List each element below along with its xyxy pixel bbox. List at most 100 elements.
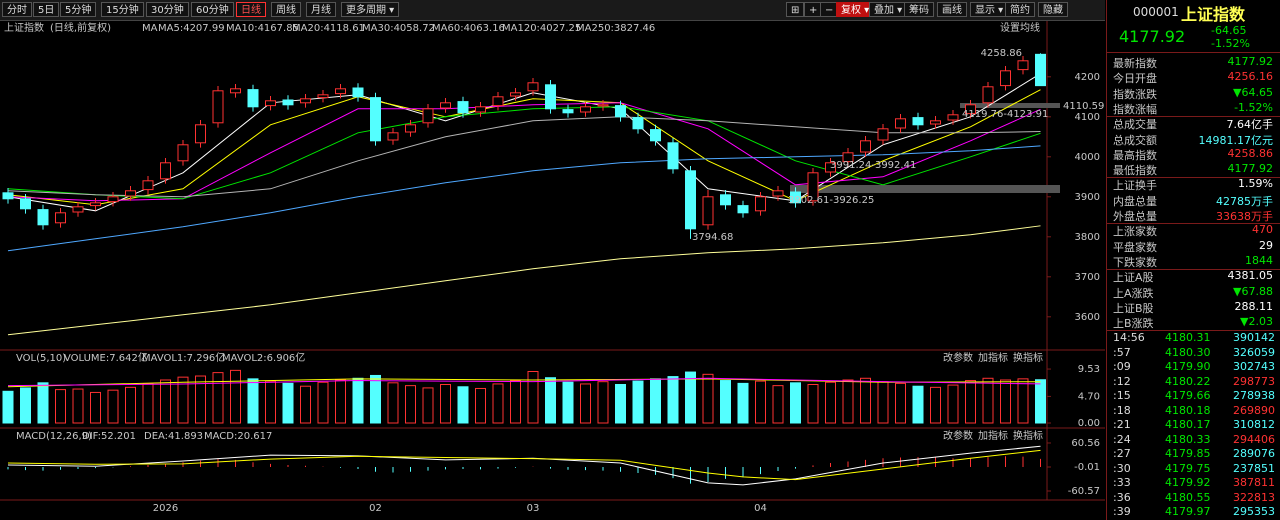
candle-body (510, 92, 521, 97)
candle-body (650, 129, 661, 142)
stock-code: 000001 (1133, 5, 1179, 19)
gap-band (790, 185, 1060, 193)
quote-value: 1.59% (1238, 177, 1273, 191)
volume-bar (440, 384, 451, 424)
tool-button[interactable]: 复权 (836, 2, 875, 17)
volume-bar (1000, 379, 1011, 424)
quote-label: 上A涨跌 (1113, 286, 1154, 300)
indicator-line (7, 225, 1041, 336)
tool-button[interactable]: 隐藏 (1038, 2, 1068, 17)
tool-button[interactable]: 叠加 (869, 2, 908, 17)
tick-price: 4180.33 (1165, 432, 1211, 446)
icon-button[interactable]: ⊞ (786, 2, 805, 17)
period-button[interactable]: 30分钟 (146, 2, 189, 17)
quote-label: 外盘总量 (1113, 210, 1157, 223)
annotation: 3991.24-3992.41 (830, 160, 916, 171)
indicator-label: MAVOL1:7.296亿 (142, 351, 225, 364)
candle-body (807, 172, 819, 202)
toolbar: ⊞ + − 分时5日5分钟15分钟30分钟60分钟日线周线月线更多周期复权叠加筹… (0, 0, 1105, 21)
candle-body (317, 94, 329, 99)
volume-bar (527, 370, 539, 424)
quote-value: 4256.16 (1227, 70, 1274, 84)
period-button[interactable]: 5分钟 (60, 2, 97, 17)
volume-bar (37, 382, 49, 424)
tick-volume: 298773 (1233, 374, 1275, 388)
indicator-line (7, 89, 1041, 206)
annotation: 4110.59 (1063, 101, 1104, 112)
volume-bar (615, 384, 626, 424)
indicator-label: DIF:52.201 (82, 431, 136, 442)
panel-button[interactable]: 改参数 (943, 351, 973, 364)
period-button[interactable]: 15分钟 (101, 2, 144, 17)
panel-button[interactable]: 改参数 (943, 429, 973, 442)
period-button[interactable]: 60分钟 (191, 2, 234, 17)
tick-volume: 302743 (1233, 360, 1275, 373)
panel-button[interactable]: 加指标 (978, 429, 1008, 442)
period-button[interactable]: 更多周期 (341, 2, 400, 17)
indicator-line (7, 106, 1041, 200)
period-button[interactable]: 周线 (271, 2, 301, 17)
quote-label: 最高指数 (1113, 148, 1157, 162)
volume-bar (247, 378, 259, 424)
y-tick-label: 0.00 (1078, 418, 1100, 429)
quote-label: 总成交量 (1113, 118, 1157, 132)
candle-body (492, 96, 504, 107)
indicator-line (7, 445, 1041, 486)
candle-body (1000, 70, 1011, 87)
legend-entry: MA60:4063.16 (432, 23, 505, 34)
tick-volume: 390142 (1233, 331, 1275, 344)
tick-volume: 269890 (1233, 403, 1275, 417)
tick-price: 4179.85 (1165, 447, 1211, 460)
candle-body (125, 190, 136, 197)
tick-time: :09 (1113, 360, 1131, 373)
period-button[interactable]: 日线 (236, 2, 266, 17)
volume-bar (317, 381, 329, 424)
panel-button[interactable]: 换指标 (1013, 429, 1043, 442)
y-tick-label: 4100 (1075, 112, 1100, 123)
quote-label: 上B涨跌 (1113, 317, 1154, 331)
candle-body (842, 152, 854, 163)
volume-bar (2, 390, 14, 424)
panel-button[interactable]: 换指标 (1013, 351, 1043, 364)
candle-body (160, 162, 171, 180)
tool-button[interactable]: 显示 (970, 2, 1009, 17)
period-button[interactable]: 分时 (2, 2, 32, 17)
volume-bar (737, 382, 749, 424)
candle-body (982, 86, 994, 104)
indicator-label: DEA:41.893 (144, 431, 203, 442)
tick-price: 4179.66 (1165, 389, 1211, 402)
panel-button[interactable]: 加指标 (978, 351, 1008, 364)
candle-body (90, 202, 101, 207)
volume-bar (895, 382, 906, 424)
y-tick-label: 3900 (1075, 192, 1100, 203)
volume-bar (457, 386, 469, 424)
period-button[interactable]: 5日 (33, 2, 60, 17)
volume-bar (370, 374, 381, 424)
period-button[interactable]: 月线 (306, 2, 336, 17)
volume-bar (422, 387, 434, 424)
last-price: 4177.92 (1119, 27, 1186, 46)
tick-volume: 278938 (1233, 389, 1275, 402)
indicator-line (7, 378, 1041, 388)
indicator-line (7, 377, 1041, 387)
quote-value: ▼64.65 (1233, 85, 1273, 99)
legend-entry: MA250:3827.46 (576, 23, 655, 34)
tool-button[interactable]: 画线 (937, 2, 967, 17)
tool-button[interactable]: 筹码 (904, 2, 934, 17)
candle-body (405, 124, 416, 133)
tick-time: :12 (1113, 374, 1131, 388)
tool-button[interactable]: 简约 (1005, 2, 1035, 17)
volume-bar (1017, 378, 1029, 424)
volume-bar (755, 380, 766, 424)
candle-body (947, 114, 959, 121)
x-tick-label: 03 (527, 503, 540, 514)
settings-label[interactable]: 设置均线 (1000, 21, 1040, 34)
legend-entry: MA5:4207.99 (158, 23, 225, 34)
candle-body (860, 140, 871, 153)
quote-value: ▼67.88 (1233, 284, 1273, 298)
indicator-line (7, 449, 1041, 481)
quote-label: 平盘家数 (1113, 240, 1157, 254)
quote-value: 288.11 (1234, 299, 1274, 313)
volume-bar (405, 385, 416, 424)
